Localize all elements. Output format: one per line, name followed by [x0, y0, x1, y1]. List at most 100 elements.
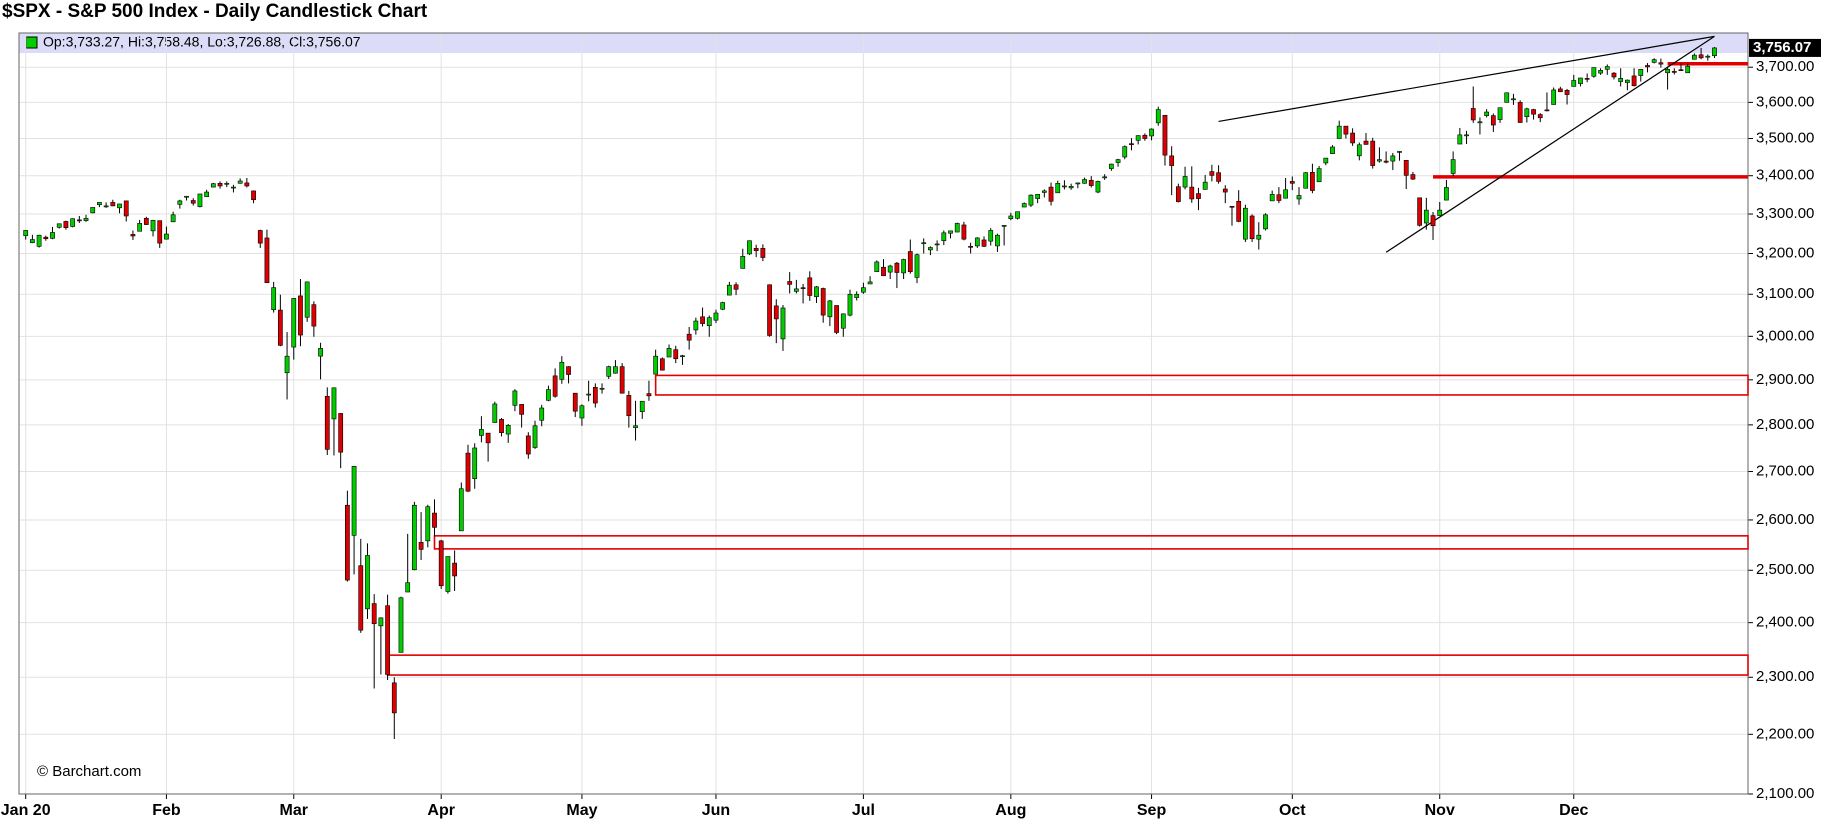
candle-body: [1692, 54, 1697, 60]
candle-body: [432, 512, 437, 528]
grid: [19, 33, 1748, 795]
y-tick-label: 2,400.00: [1756, 614, 1814, 631]
candle-body: [1464, 134, 1469, 137]
candle-body: [485, 432, 491, 444]
candle-body: [418, 542, 424, 550]
candle-body: [458, 488, 464, 532]
gap-zone: [386, 654, 1749, 676]
candle-body: [1410, 174, 1416, 180]
candle-body: [1685, 65, 1691, 74]
candle-body: [284, 355, 290, 374]
candle-body: [579, 405, 585, 419]
candle-body: [237, 180, 243, 184]
candle-body: [1035, 194, 1041, 199]
candle-body: [378, 617, 384, 627]
candle-body: [1169, 155, 1175, 166]
candle-body: [210, 183, 216, 188]
candle-body: [465, 452, 471, 492]
y-tick-label: 2,600.00: [1756, 511, 1814, 528]
candle-body: [1531, 109, 1536, 115]
candle-body: [633, 425, 638, 428]
candle-body: [398, 597, 404, 653]
candle-body: [331, 387, 337, 420]
y-tick-label: 2,300.00: [1756, 668, 1814, 685]
candle-body: [1631, 75, 1637, 87]
candle-body: [874, 261, 880, 272]
candle-body: [740, 256, 746, 269]
candle-body: [1162, 114, 1168, 156]
candle-body: [103, 205, 109, 208]
candle-body: [43, 236, 49, 240]
candle-body: [184, 195, 189, 198]
y-tick-label: 3,600.00: [1756, 93, 1814, 110]
candle-body: [123, 200, 129, 217]
candle-body: [1423, 209, 1429, 224]
candle-body: [425, 506, 431, 542]
candle-body: [1383, 160, 1389, 163]
y-tick-label: 2,100.00: [1756, 785, 1814, 802]
candle-body: [1417, 197, 1423, 226]
candle-body: [747, 240, 752, 255]
candle-body: [30, 239, 35, 244]
candle-body: [921, 242, 927, 245]
candle-body: [371, 603, 377, 625]
candle-body: [914, 254, 920, 278]
candle-body: [700, 316, 705, 324]
candle-body: [1135, 135, 1141, 141]
candle-body: [1196, 193, 1201, 199]
candle-body: [599, 387, 605, 390]
candle-body: [1108, 163, 1114, 169]
candle-body: [117, 203, 122, 209]
y-tick-label: 3,700.00: [1756, 58, 1814, 75]
candle-body: [1457, 134, 1463, 145]
candle-body: [1021, 203, 1027, 208]
candle-body: [1671, 71, 1677, 73]
y-tick-label: 2,200.00: [1756, 725, 1814, 742]
candle-body: [1122, 146, 1128, 158]
candle-body: [639, 400, 645, 412]
candle-body: [1524, 108, 1530, 118]
candle-body: [499, 419, 504, 433]
candle-body: [854, 293, 860, 298]
candle-body: [1222, 188, 1228, 193]
candle-body: [988, 230, 994, 242]
candle-body: [150, 219, 156, 232]
candle-body: [1088, 179, 1094, 186]
candle-body: [157, 220, 163, 244]
candle-body: [907, 251, 913, 272]
candle-body: [840, 313, 846, 329]
candle-body: [928, 247, 933, 251]
candle-body: [653, 355, 659, 375]
candle-body: [1665, 69, 1670, 74]
candle-body: [626, 395, 632, 417]
candle-body: [405, 582, 411, 593]
candle-body: [358, 565, 364, 631]
candle-body: [70, 218, 75, 227]
candle-body: [720, 302, 726, 310]
candle-body: [934, 243, 940, 246]
candle-body: [90, 207, 96, 214]
candle-body: [244, 182, 250, 187]
candle-body: [974, 237, 980, 247]
trendline: [1218, 35, 1715, 123]
candle-body: [291, 298, 297, 348]
candle-body: [1155, 109, 1161, 124]
candle-body: [780, 307, 786, 340]
candle-body: [1041, 190, 1047, 193]
candle-body: [995, 234, 1000, 247]
candle-body: [1048, 186, 1054, 202]
candle-body: [311, 304, 317, 327]
candle-body: [479, 429, 484, 436]
candle-body: [814, 286, 819, 298]
candle-body: [1551, 89, 1557, 105]
candle-body: [1175, 186, 1181, 202]
x-tick-label: Jul: [852, 802, 875, 819]
candle-body: [1068, 186, 1074, 189]
candle-body: [177, 200, 183, 205]
candle-body: [298, 295, 303, 336]
candle-body: [1243, 207, 1248, 240]
candle-body: [592, 387, 598, 404]
candle-body: [1611, 72, 1617, 78]
x-tick-label: Nov: [1425, 802, 1455, 819]
